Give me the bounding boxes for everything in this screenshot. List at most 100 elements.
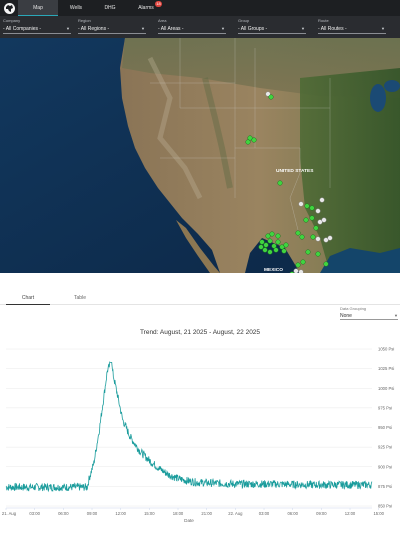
well-marker[interactable] <box>277 180 283 186</box>
well-marker[interactable] <box>265 91 271 97</box>
trend-chart[interactable]: 850 Psi 875 Psi 900 Psi 925 Psi 950 Psi 975 P… <box>0 341 400 534</box>
well-marker[interactable] <box>275 239 281 245</box>
well-marker[interactable] <box>279 244 285 250</box>
route-filter[interactable]: Route - All Routes - ▼ <box>318 18 386 36</box>
mountain-ridge <box>202 77 233 189</box>
nav-tab-alarms[interactable]: Alarms 18 <box>128 0 164 16</box>
well-marker[interactable] <box>289 271 295 273</box>
well-marker[interactable] <box>263 242 269 248</box>
region-filter[interactable]: Region - All Regions - ▼ <box>78 18 146 36</box>
data-grouping-field[interactable]: Data Grouping None ▼ <box>340 306 398 320</box>
nav-tab-label: Alarms <box>138 5 154 11</box>
well-marker[interactable] <box>303 217 309 223</box>
filter-label: Route <box>318 18 329 23</box>
well-marker[interactable] <box>323 261 329 267</box>
nav-tab-label: Map <box>33 4 43 11</box>
x-tick-label: 03:00 <box>259 511 270 516</box>
well-marker[interactable] <box>268 94 274 100</box>
company-filter[interactable]: Company - All Companies - ▼ <box>3 18 71 36</box>
well-marker[interactable] <box>295 230 301 236</box>
well-marker[interactable] <box>305 249 311 255</box>
chevron-down-icon: ▼ <box>381 26 385 31</box>
area-filter[interactable]: Area - All Areas - ▼ <box>158 18 226 36</box>
well-marker[interactable] <box>281 248 287 254</box>
well-marker[interactable] <box>321 217 327 223</box>
well-marker[interactable] <box>304 203 310 209</box>
well-marker[interactable] <box>283 242 289 248</box>
y-tick-label: 1050 Psi <box>378 347 394 352</box>
satellite-map[interactable]: UNITED STATES MEXICO <box>0 38 400 273</box>
tab-label: Chart <box>21 294 35 301</box>
x-axis-label: Date <box>184 518 194 523</box>
well-marker[interactable] <box>267 249 273 255</box>
grouping-value: None <box>340 312 352 319</box>
tab-table[interactable]: Table <box>58 291 102 305</box>
well-marker[interactable] <box>309 205 315 211</box>
country-label-us: UNITED STATES <box>276 168 314 174</box>
alarm-count-badge: 18 <box>155 1 162 7</box>
well-marker[interactable] <box>262 247 268 253</box>
well-marker[interactable] <box>275 233 281 239</box>
map-canvas[interactable]: UNITED STATES MEXICO <box>0 38 400 273</box>
well-marker[interactable] <box>317 219 323 225</box>
y-tick-label: 900 Psi <box>378 464 392 469</box>
filter-value: - All Companies - <box>3 26 42 32</box>
x-tick-label: 12:00 <box>345 511 356 516</box>
nav-tab-map[interactable]: Map <box>18 0 58 16</box>
y-tick-label: 875 Psi <box>378 484 392 489</box>
well-marker[interactable] <box>259 239 265 245</box>
company-select[interactable]: - All Companies - ▼ <box>3 25 71 34</box>
well-marker[interactable] <box>251 137 257 143</box>
tab-chart[interactable]: Chart <box>6 291 50 305</box>
well-marker[interactable] <box>299 234 305 240</box>
well-marker[interactable] <box>310 234 316 240</box>
filter-label: Group <box>238 18 250 23</box>
well-marker[interactable] <box>315 208 321 214</box>
chevron-down-icon: ▼ <box>141 26 145 31</box>
region-select[interactable]: - All Regions - ▼ <box>78 25 146 34</box>
x-tick-label: 06:00 <box>58 511 69 516</box>
well-marker[interactable] <box>323 237 329 243</box>
well-marker[interactable] <box>267 238 273 244</box>
x-tick-label: 21:00 <box>201 511 212 516</box>
group-select[interactable]: - All Groups - ▼ <box>238 25 306 34</box>
x-tick-label: 22. Aug <box>228 511 243 516</box>
well-marker[interactable] <box>271 243 277 249</box>
y-tick-label: 850 Psi <box>378 504 392 509</box>
well-marker[interactable] <box>313 225 319 231</box>
well-marker[interactable] <box>319 197 325 203</box>
nav-tab-wells[interactable]: Wells <box>60 0 92 16</box>
well-marker[interactable] <box>309 215 315 221</box>
well-marker[interactable] <box>265 233 271 239</box>
group-filter[interactable]: Group - All Groups - ▼ <box>238 18 306 36</box>
well-marker[interactable] <box>327 235 333 241</box>
well-marker[interactable] <box>298 269 304 273</box>
well-marker[interactable] <box>247 135 253 141</box>
x-tick-label: 15:00 <box>373 511 384 516</box>
well-marker[interactable] <box>315 251 321 257</box>
filter-value: - All Regions - <box>78 26 110 32</box>
well-marker[interactable] <box>315 236 321 242</box>
grouping-select[interactable]: None ▼ <box>340 312 398 320</box>
well-marker[interactable] <box>295 262 301 268</box>
trend-panel: Chart Table Data Grouping None ▼ Trend: … <box>0 273 400 534</box>
pressure-series-line[interactable] <box>5 361 373 493</box>
well-marker[interactable] <box>293 268 299 273</box>
nav-tab-dhg[interactable]: DHG <box>94 0 126 16</box>
well-marker[interactable] <box>245 139 251 145</box>
well-marker[interactable] <box>269 231 275 237</box>
well-markers <box>245 91 333 273</box>
route-select[interactable]: - All Routes - ▼ <box>318 25 386 34</box>
panel-tabs: Chart Table <box>0 291 400 305</box>
logo-icon[interactable] <box>0 0 18 16</box>
x-tick-label: 21. Aug <box>2 511 17 516</box>
tab-label: Table <box>74 295 86 301</box>
nav-tab-label: Wells <box>69 5 83 11</box>
well-marker[interactable] <box>273 247 279 253</box>
country-label-mexico: MEXICO <box>264 267 283 273</box>
well-marker[interactable] <box>300 259 306 265</box>
area-select[interactable]: - All Areas - ▼ <box>158 25 226 34</box>
well-marker[interactable] <box>258 244 264 250</box>
well-marker[interactable] <box>298 201 304 207</box>
